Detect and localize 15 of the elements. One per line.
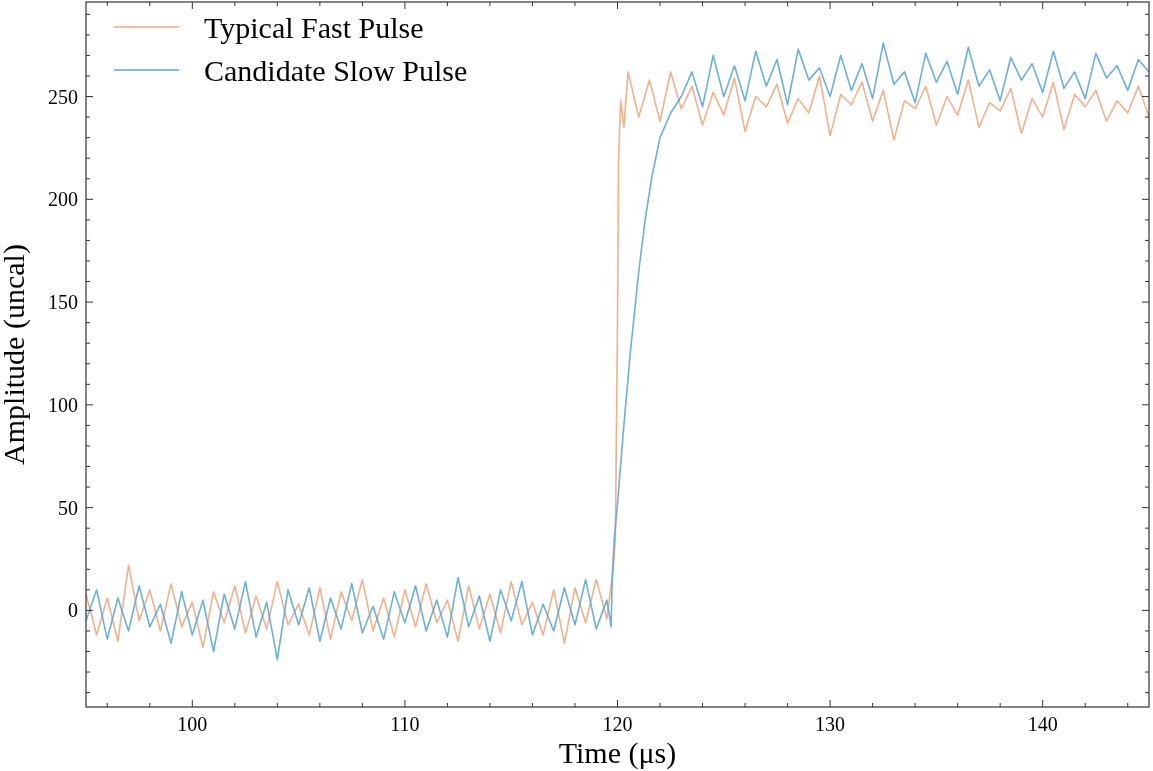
y-tick-label: 250 xyxy=(48,85,78,108)
x-tick-label: 110 xyxy=(390,713,420,735)
legend-label: Typical Fast Pulse xyxy=(204,10,424,44)
y-tick-label: 100 xyxy=(48,393,78,416)
x-axis-title: Time (μs) xyxy=(558,736,677,770)
y-axis-title: Amplitude (uncal) xyxy=(0,244,31,465)
x-tick-label: 140 xyxy=(1027,713,1058,735)
y-tick-label: 200 xyxy=(48,188,78,211)
x-tick-label: 130 xyxy=(815,713,846,735)
x-tick-label: 100 xyxy=(177,713,208,735)
x-tick-label: 120 xyxy=(602,713,633,735)
y-tick-label: 150 xyxy=(48,291,78,314)
y-tick-label: 0 xyxy=(68,599,78,622)
legend-label: Candidate Slow Pulse xyxy=(204,53,468,87)
y-tick-label: 50 xyxy=(58,496,78,519)
